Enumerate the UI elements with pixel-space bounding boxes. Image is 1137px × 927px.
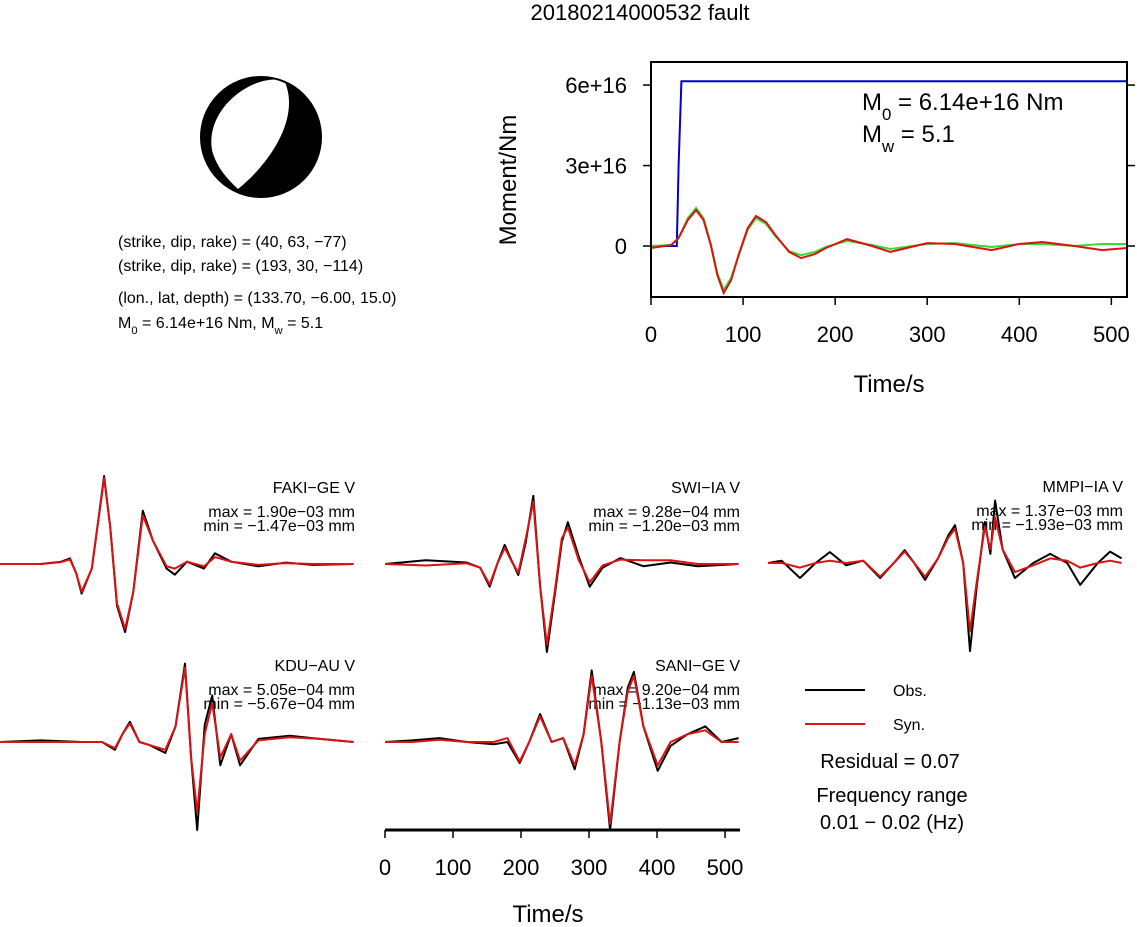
min-label: min = −5.67e−04 mm — [203, 696, 355, 713]
plot-frame — [650, 61, 1128, 298]
y-axis-label: Moment/Nm — [495, 115, 522, 246]
figure-title: 20180214000532 fault — [531, 0, 750, 25]
x-tick-label: 100 — [435, 855, 472, 880]
waveform-line — [0, 475, 354, 634]
waveform-line — [0, 477, 354, 630]
x-tick-label: 500 — [1093, 322, 1130, 347]
mechanism-line: (lon., lat, depth) = (133.70, −6.00, 15.… — [118, 290, 396, 307]
subscript: 0 — [131, 325, 137, 337]
x-axis-label: Time/s — [512, 901, 583, 927]
mechanism-line: (strike, dip, rake) = (193, 30, −114) — [118, 258, 363, 275]
waveform-line — [384, 500, 739, 646]
text-part: = 6.14e+16 Nm, M — [138, 315, 275, 332]
mechanism-line: (strike, dip, rake) = (40, 63, −77) — [118, 234, 347, 251]
max-label: max = 9.28e−04 mm — [593, 504, 740, 521]
legend-label: Syn. — [893, 717, 925, 734]
waveform-line — [385, 674, 739, 825]
x-tick-label: 200 — [817, 322, 854, 347]
x-tick-label: 500 — [707, 855, 744, 880]
text-part: = 6.14e+16 Nm — [891, 89, 1063, 116]
station-title: MMPI−IA V — [1043, 479, 1124, 496]
frequency-label: Frequency range — [816, 785, 967, 807]
waveform-line — [768, 516, 1122, 633]
min-label: min = −1.47e−03 mm — [203, 518, 355, 535]
min-label: min = −1.20e−03 mm — [588, 518, 740, 535]
min-label: min = −1.13e−03 mm — [588, 696, 740, 713]
subscript: 0 — [882, 105, 891, 124]
legend-label: Obs. — [893, 683, 927, 700]
annotation: Mw = 5.1 — [862, 121, 955, 156]
text-part: = 5.1 — [894, 121, 955, 148]
y-tick-label: 3e+16 — [565, 154, 627, 179]
subscript: w — [881, 137, 895, 156]
station-title: SWI−IA V — [671, 480, 740, 497]
x-tick-label: 200 — [503, 855, 540, 880]
text-part: = 5.1 — [283, 315, 324, 332]
x-tick-label: 100 — [725, 322, 762, 347]
station-title: FAKI−GE V — [273, 480, 356, 497]
station-title: SANI−GE V — [655, 658, 740, 675]
max-label: max = 1.37e−03 mm — [976, 503, 1123, 520]
frequency-range: 0.01 − 0.02 (Hz) — [820, 812, 964, 834]
series-line — [651, 208, 1127, 296]
annotation: M0 = 6.14e+16 Nm — [862, 89, 1063, 124]
beachball — [200, 76, 322, 198]
mechanism-moment: M0 = 6.14e+16 Nm, Mw = 5.1 — [118, 315, 323, 337]
max-label: max = 1.90e−03 mm — [208, 504, 355, 521]
residual: Residual = 0.07 — [820, 751, 960, 773]
beachball-white — [211, 79, 290, 189]
beachball-outline — [200, 76, 322, 198]
x-tick-label: 0 — [379, 855, 391, 880]
y-tick-label: 6e+16 — [565, 73, 627, 98]
x-tick-label: 400 — [639, 855, 676, 880]
min-label: min = −1.93e−03 mm — [971, 517, 1123, 534]
subscript: w — [274, 325, 284, 337]
x-tick-label: 400 — [1001, 322, 1038, 347]
text-part: M — [862, 121, 882, 148]
series-line — [651, 206, 1127, 293]
x-tick-label: 300 — [571, 855, 608, 880]
max-label: max = 5.05e−04 mm — [208, 682, 355, 699]
y-tick-label: 0 — [615, 234, 627, 259]
x-tick-label: 300 — [909, 322, 946, 347]
text-part: M — [118, 315, 131, 332]
station-title: KDU−AU V — [275, 658, 356, 675]
waveform-line — [0, 666, 354, 813]
text-part: M — [862, 89, 882, 116]
x-axis-label: Time/s — [853, 371, 924, 398]
x-tick-label: 0 — [645, 322, 657, 347]
